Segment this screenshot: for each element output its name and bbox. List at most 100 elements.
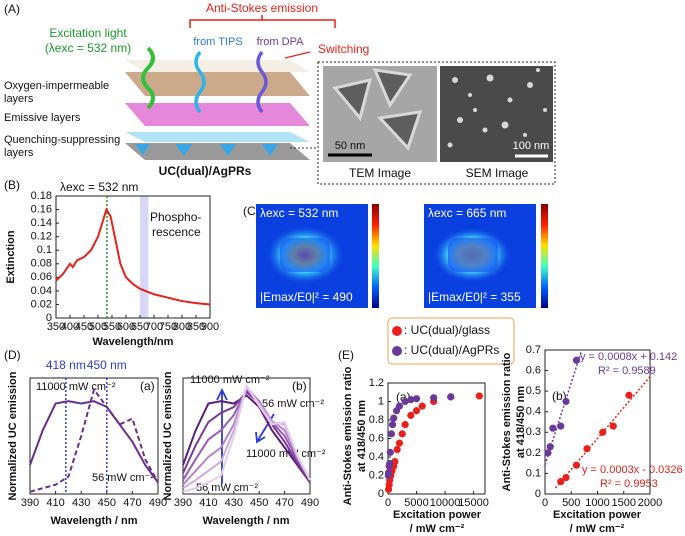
tips-arrow <box>194 50 206 114</box>
y-axis-title: at 418/450 nm <box>356 400 368 472</box>
x-axis-title: / mW cm⁻² <box>570 523 625 535</box>
x-tick-label: 1000 <box>585 497 609 509</box>
annotation: 56 mW cm⁻² <box>262 398 324 410</box>
tem-particle <box>376 110 423 151</box>
point <box>398 430 406 438</box>
y-tick-label: 0.18 <box>31 190 52 202</box>
fit-equation: y = 0.0008x + 0.142 <box>580 351 677 363</box>
plot-frame <box>182 377 311 495</box>
particle <box>175 144 192 156</box>
y-tick-label: 0.16 <box>31 203 52 215</box>
sem-image <box>440 66 553 162</box>
x-tick-label: 450 <box>250 497 268 509</box>
emissive-layer <box>125 103 310 126</box>
particle <box>135 144 150 155</box>
x-axis-title: Wavelength/nm <box>93 336 174 348</box>
legend-marker <box>392 346 402 356</box>
map-enhancement: |Emax/E0|² = 355 <box>428 290 521 304</box>
point <box>393 446 401 454</box>
y-tick-label: 0.1 <box>37 244 52 256</box>
particle <box>280 238 330 272</box>
x-axis-title: Wavelength / nm <box>51 515 138 527</box>
y-tick-label: 1.2 <box>369 377 384 389</box>
y-tick-label: 0.4 <box>369 451 384 463</box>
sem-scale: 100 nm <box>513 140 550 152</box>
point <box>388 421 397 429</box>
point <box>386 459 394 468</box>
x-axis-title: Wavelength / nm <box>203 515 290 527</box>
point <box>447 393 455 401</box>
y-tick-label: 0 <box>378 488 384 500</box>
arrow <box>216 387 228 484</box>
oxygen-layer-top <box>125 60 310 72</box>
y-axis-title: Normalized UC emission <box>162 371 174 500</box>
point <box>407 396 415 404</box>
layer-label: Oxygen-impermeable <box>4 80 109 92</box>
x-tick-label: 500 <box>562 497 580 509</box>
x-tick-label: 10000 <box>430 497 461 509</box>
x-tick-label: 700 <box>145 321 163 333</box>
x-tick-label: 390 <box>174 497 192 509</box>
x-tick-label: 400 <box>61 321 79 333</box>
x-tick-label: 1500 <box>612 497 636 509</box>
point <box>430 394 438 402</box>
substrate <box>125 143 310 160</box>
x-tick-label: 350 <box>47 321 65 333</box>
series-line <box>55 207 211 306</box>
series-line <box>182 390 311 483</box>
y-tick-label: 0.06 <box>31 271 52 283</box>
x-tick-label: 900 <box>201 321 219 333</box>
x-tick-label: 5000 <box>404 497 428 509</box>
point <box>401 421 409 429</box>
layer-label: layers <box>4 93 34 105</box>
point <box>557 422 565 430</box>
legend-marker <box>392 326 402 336</box>
x-tick-label: 15000 <box>458 497 489 509</box>
x-tick-label: 500 <box>89 321 107 333</box>
x-axis-title: Excitation power <box>553 509 642 521</box>
layer-label: Quenching-suppressing <box>4 134 120 146</box>
panel-tag: (E) <box>338 348 354 362</box>
point <box>407 411 415 419</box>
layer-label: layers <box>4 147 34 159</box>
point <box>401 397 409 406</box>
reference-label: 450 nm <box>87 358 127 372</box>
y-tick-label: 0.2 <box>369 469 384 481</box>
series-line <box>182 394 311 483</box>
point <box>390 414 398 422</box>
series-line <box>182 383 311 493</box>
fit-r2: R² = 0.9589 <box>598 365 656 377</box>
y-tick-label: 0 <box>535 488 541 500</box>
point <box>572 356 581 364</box>
x-tick-label: 600 <box>117 321 135 333</box>
dpa-arrow <box>256 50 268 114</box>
tem-scale: 50 nm <box>335 140 366 152</box>
sem-particles <box>447 68 547 148</box>
excitation-label: Excitation light <box>49 26 127 40</box>
x-tick-label: 0 <box>542 497 548 509</box>
image-box <box>317 61 556 185</box>
y-axis-title: Anti-Stokes emission ratio <box>501 352 513 491</box>
x-tick-label: 800 <box>173 321 191 333</box>
sem-label: SEM Image <box>466 166 529 180</box>
annotation: 11000 mW cm⁻² <box>190 374 270 386</box>
y-tick-label: 0.02 <box>31 298 52 310</box>
point <box>609 422 617 430</box>
y-tick-label: 0.14 <box>31 217 52 229</box>
y-tick-label: 0.3 <box>526 426 541 438</box>
excitation-label: (λexc = 532 nm) <box>45 41 131 55</box>
x-tick-label: 0 <box>385 497 391 509</box>
y-tick-label: 0.2 <box>526 447 541 459</box>
point <box>384 469 393 477</box>
tem-label: TEM Image <box>349 166 411 180</box>
x-tick-label: 490 <box>301 497 319 509</box>
y-tick-label: 0.12 <box>31 231 52 243</box>
trendline <box>554 376 651 489</box>
colorbar <box>372 204 379 308</box>
y-axis-title: at 418/450 nm <box>515 386 527 458</box>
y-tick-label: 1 <box>378 395 384 407</box>
panel-tag: (b) <box>292 379 307 393</box>
plot-frame <box>29 377 159 495</box>
fit-r2: R² = 0.9953 <box>600 478 658 490</box>
dpa-label: from DPA <box>257 36 305 48</box>
